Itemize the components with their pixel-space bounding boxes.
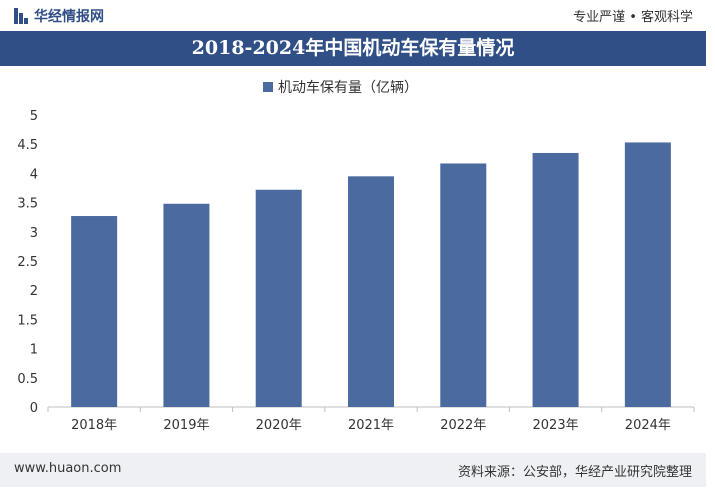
y-tick-label: 4 xyxy=(30,167,38,182)
slogan: 专业严谨 • 客观科学 xyxy=(573,10,693,25)
y-tick-label: 3.5 xyxy=(17,197,38,212)
x-tick-label: 2022年 xyxy=(440,418,486,433)
bar-2021年 xyxy=(348,176,394,407)
chart-title: 2018-2024年中国机动车保有量情况 xyxy=(191,37,515,59)
y-tick-label: 2.5 xyxy=(17,255,38,270)
x-tick-label: 2024年 xyxy=(625,418,671,433)
title-bar: 2018-2024年中国机动车保有量情况 xyxy=(0,31,706,66)
legend-label: 机动车保有量（亿辆） xyxy=(278,79,418,96)
y-tick-label: 2 xyxy=(30,284,38,299)
bar-2018年 xyxy=(71,216,118,407)
x-tick-label: 2018年 xyxy=(71,418,117,433)
bar-2020年 xyxy=(255,189,302,407)
y-tick-label: 0 xyxy=(30,401,38,416)
bar-2022年 xyxy=(440,163,487,407)
y-tick-label: 5 xyxy=(30,109,38,124)
brand-logo: 华经情报网 xyxy=(14,6,104,26)
bar-2024年 xyxy=(624,142,671,407)
legend-swatch xyxy=(263,82,273,92)
y-tick-label: 1 xyxy=(30,343,38,358)
data-source: 资料来源：公安部，华经产业研究院整理 xyxy=(457,465,692,480)
y-tick-label: 4.5 xyxy=(17,138,38,153)
bar-2019年 xyxy=(163,203,210,407)
top-bar: 华经情报网 专业严谨 • 客观科学 xyxy=(0,0,715,30)
brand-name: 华经情报网 xyxy=(34,9,104,25)
brand-logo-icon xyxy=(14,8,28,24)
website-link[interactable]: www.huaon.com xyxy=(14,461,122,476)
bar-2023年 xyxy=(532,152,579,407)
x-tick-label: 2021年 xyxy=(348,418,394,433)
y-tick-label: 0.5 xyxy=(17,372,38,387)
y-tick-label: 3 xyxy=(30,226,38,241)
x-tick-label: 2020年 xyxy=(256,418,302,433)
y-tick-label: 1.5 xyxy=(17,313,38,328)
x-tick-label: 2019年 xyxy=(163,418,209,433)
footer-bar: www.huaon.com 资料来源：公安部，华经产业研究院整理 xyxy=(0,453,706,487)
x-tick-label: 2023年 xyxy=(533,418,579,433)
bar-chart: 机动车保有量（亿辆） 0 0.5 1 1.5 2 2.5 3 3.5 4 4.5 5 2018年 2019… xyxy=(17,79,695,433)
chart-area: 机动车保有量（亿辆） 0 0.5 1 1.5 2 2.5 3 3.5 4 4.5 5 2018年 2019… xyxy=(0,66,706,451)
